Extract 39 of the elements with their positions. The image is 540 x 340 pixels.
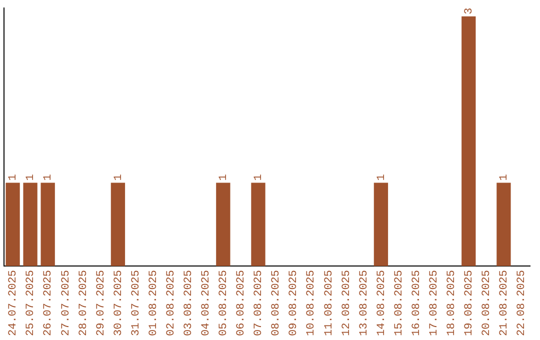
x-tick-label: 22.08.2025 xyxy=(516,270,528,336)
x-tick-label: 07.08.2025 xyxy=(253,270,266,336)
data-label: 1 xyxy=(376,174,388,181)
x-tick-label: 05.08.2025 xyxy=(218,270,230,336)
x-tick-label: 06.08.2025 xyxy=(236,270,248,336)
data-label: 1 xyxy=(25,174,38,181)
data-label: 1 xyxy=(218,174,230,181)
x-tick-label: 18.08.2025 xyxy=(446,270,458,336)
x-tick-label: 26.07.2025 xyxy=(42,270,55,336)
x-tick-label: 15.08.2025 xyxy=(393,270,406,336)
x-tick-label: 19.08.2025 xyxy=(464,270,476,336)
x-tick-label: 16.08.2025 xyxy=(410,270,423,336)
x-tick-label: 09.08.2025 xyxy=(288,270,300,336)
x-tick-label: 10.08.2025 xyxy=(306,270,318,336)
data-label: 3 xyxy=(464,8,476,14)
data-label: 1 xyxy=(112,174,125,181)
x-tick-label: 12.08.2025 xyxy=(340,270,353,336)
x-tick-label: 24.07.2025 xyxy=(8,270,20,336)
x-tick-label: 31.07.2025 xyxy=(130,270,142,336)
x-tick-label: 04.08.2025 xyxy=(200,270,213,336)
x-tick-label: 02.08.2025 xyxy=(165,270,178,336)
x-tick-label: 17.08.2025 xyxy=(428,270,440,336)
x-tick-label: 30.07.2025 xyxy=(112,270,125,336)
data-label: 1 xyxy=(498,174,511,181)
data-label: 1 xyxy=(253,174,266,181)
x-tick-label: 11.08.2025 xyxy=(323,270,336,336)
x-tick-label: 08.08.2025 xyxy=(270,270,283,336)
x-tick-label: 01.08.2025 xyxy=(148,270,160,336)
x-tick-label: 21.08.2025 xyxy=(498,270,511,336)
x-tick-label: 20.08.2025 xyxy=(481,270,494,336)
x-tick-label: 14.08.2025 xyxy=(376,270,388,336)
x-tick-label: 03.08.2025 xyxy=(183,270,196,336)
x-tick-label: 13.08.2025 xyxy=(358,270,370,336)
data-label: 1 xyxy=(8,174,20,181)
x-tick-label: 25.07.2025 xyxy=(25,270,38,336)
x-tick-label: 27.07.2025 xyxy=(60,270,72,336)
data-label: 1 xyxy=(42,174,55,181)
x-tick-label: 29.07.2025 xyxy=(95,270,108,336)
x-tick-label: 28.07.2025 xyxy=(78,270,90,336)
